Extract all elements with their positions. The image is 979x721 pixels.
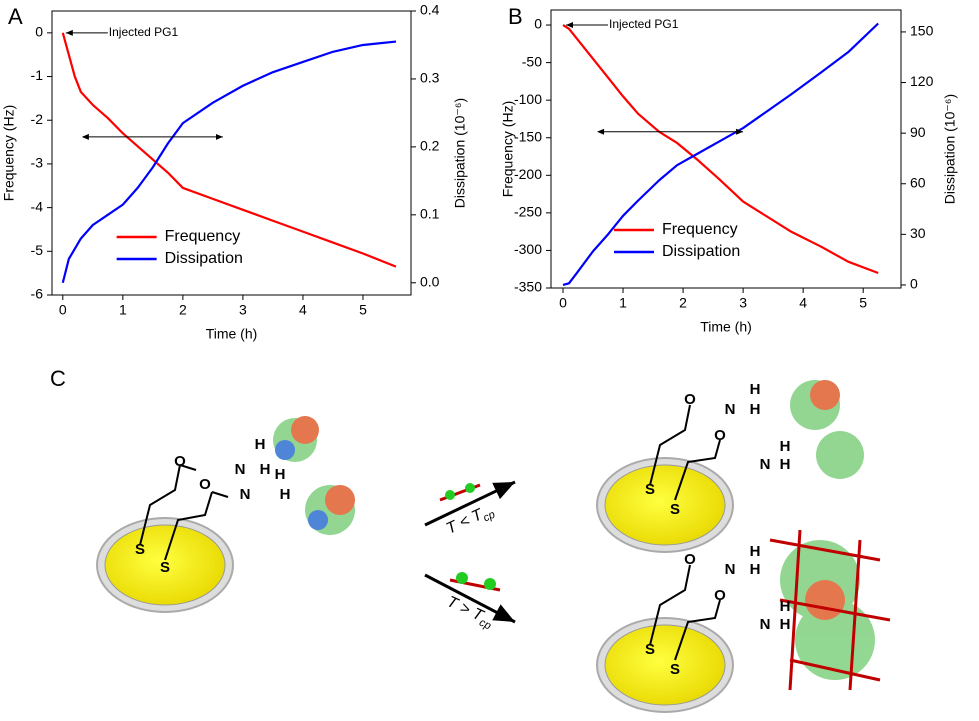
x-tick-label: 1 xyxy=(119,302,127,318)
x-tick-label: 1 xyxy=(619,295,627,311)
y2-tick-label: 30 xyxy=(910,225,926,241)
x-tick-label: 3 xyxy=(239,302,247,318)
condition-sub: cp xyxy=(477,617,493,633)
atom-label: S xyxy=(645,641,655,658)
legend-label: Frequency xyxy=(662,221,738,238)
atom-label: H xyxy=(260,461,271,478)
y2-tick-label: 0 xyxy=(910,276,918,292)
atom-label: S xyxy=(645,481,655,498)
legend-label: Dissipation xyxy=(165,250,243,267)
y-tick-label: -1 xyxy=(31,67,44,83)
x-tick-label: 2 xyxy=(679,295,687,311)
atom-label: H xyxy=(255,436,266,453)
y-tick-label: -6 xyxy=(31,286,44,302)
atom-label: S xyxy=(160,559,170,576)
x-tick-label: 0 xyxy=(59,302,67,318)
y2-tick-label: 90 xyxy=(910,124,926,140)
y2-tick-label: 0.4 xyxy=(420,2,440,18)
y2-tick-label: 60 xyxy=(910,174,926,190)
atom-label: N xyxy=(235,461,246,478)
y-tick-label: -4 xyxy=(31,198,44,214)
atom-label: S xyxy=(670,501,680,518)
y2-axis-label: Dissipation (10⁻⁶) xyxy=(452,98,468,208)
x-tick-label: 3 xyxy=(739,295,747,311)
y-tick-label: -3 xyxy=(31,155,44,171)
y-tick-label: -200 xyxy=(514,166,542,182)
x-tick-label: 5 xyxy=(859,295,867,311)
y-tick-label: 0 xyxy=(35,24,43,40)
atom-label: H xyxy=(275,466,286,483)
panel-label: C xyxy=(50,366,66,391)
x-tick-label: 4 xyxy=(799,295,807,311)
y2-tick-label: 0.2 xyxy=(420,138,440,154)
series-line xyxy=(61,32,397,268)
chart: A0 1 2 3 4 50-1-2-3-4-5-60.00.10.20.30.4Time … xyxy=(1,2,468,342)
atom-label: H xyxy=(780,616,791,633)
y2-tick-label: 150 xyxy=(910,23,934,39)
annotation: Injected PG1 xyxy=(609,17,679,31)
atom-label: N xyxy=(725,561,736,578)
series-line xyxy=(562,24,879,275)
y2-tick-label: 120 xyxy=(910,73,934,89)
atom-label: S xyxy=(135,541,145,558)
atom-label: H xyxy=(780,456,791,473)
x-tick-label: 0 xyxy=(559,295,567,311)
atom-label: H xyxy=(750,561,761,578)
y-tick-label: -50 xyxy=(522,53,542,69)
atom-label: N xyxy=(240,486,251,503)
condition-text: T < T xyxy=(444,506,487,538)
plot-frame xyxy=(51,10,412,296)
series-line xyxy=(61,40,397,284)
atom-label: N xyxy=(760,456,771,473)
atom-label: O xyxy=(714,427,726,444)
y2-axis-label: Dissipation (10⁻⁶) xyxy=(942,94,958,204)
y-tick-label: -250 xyxy=(514,204,542,220)
atom-label: N xyxy=(725,401,736,418)
y2-tick-label: 0.1 xyxy=(420,206,440,222)
x-axis-label: Time (h) xyxy=(206,326,258,342)
x-tick-label: 2 xyxy=(179,302,187,318)
y2-tick-label: 0.3 xyxy=(420,70,440,86)
legend-label: Dissipation xyxy=(662,243,740,260)
atom-label: O xyxy=(174,453,186,470)
atom-label: O xyxy=(199,476,211,493)
panel-label: B xyxy=(508,4,523,29)
atom-label: H xyxy=(750,543,761,560)
y-tick-label: -2 xyxy=(31,111,44,127)
x-axis-label: Time (h) xyxy=(700,319,752,335)
atom-label: H xyxy=(750,381,761,398)
atom-label: N xyxy=(760,616,771,633)
atom-label: H xyxy=(780,438,791,455)
y-tick-label: -350 xyxy=(514,279,542,295)
y-tick-label: -150 xyxy=(514,128,542,144)
series-line xyxy=(562,22,879,287)
condition: T < Tcp xyxy=(444,502,497,541)
condition-sub: cp xyxy=(481,509,497,525)
atom-label: O xyxy=(714,587,726,604)
atom-label: H xyxy=(780,598,791,615)
atom-label: O xyxy=(684,391,696,408)
atom-label: H xyxy=(750,401,761,418)
y-tick-label: -5 xyxy=(31,242,44,258)
atom-label: H xyxy=(280,486,291,503)
y-axis-label: Frequency (Hz) xyxy=(1,105,17,201)
y-tick-label: -300 xyxy=(514,241,542,257)
y2-tick-label: 0.0 xyxy=(420,273,440,289)
x-tick-label: 5 xyxy=(359,302,367,318)
chart: B0 1 2 3 4 50-50-100-150-200-250-300-350 03060… xyxy=(500,4,958,335)
panel-label: A xyxy=(8,4,23,29)
legend-label: Frequency xyxy=(165,228,241,245)
annotation: Injected PG1 xyxy=(109,25,179,39)
y-tick-label: -100 xyxy=(514,91,542,107)
x-tick-label: 4 xyxy=(299,302,307,318)
atom-label: S xyxy=(670,661,680,678)
plot-frame xyxy=(550,9,902,289)
y-tick-label: 0 xyxy=(534,16,542,32)
y-axis-label: Frequency (Hz) xyxy=(500,101,516,197)
atom-label: O xyxy=(684,551,696,568)
